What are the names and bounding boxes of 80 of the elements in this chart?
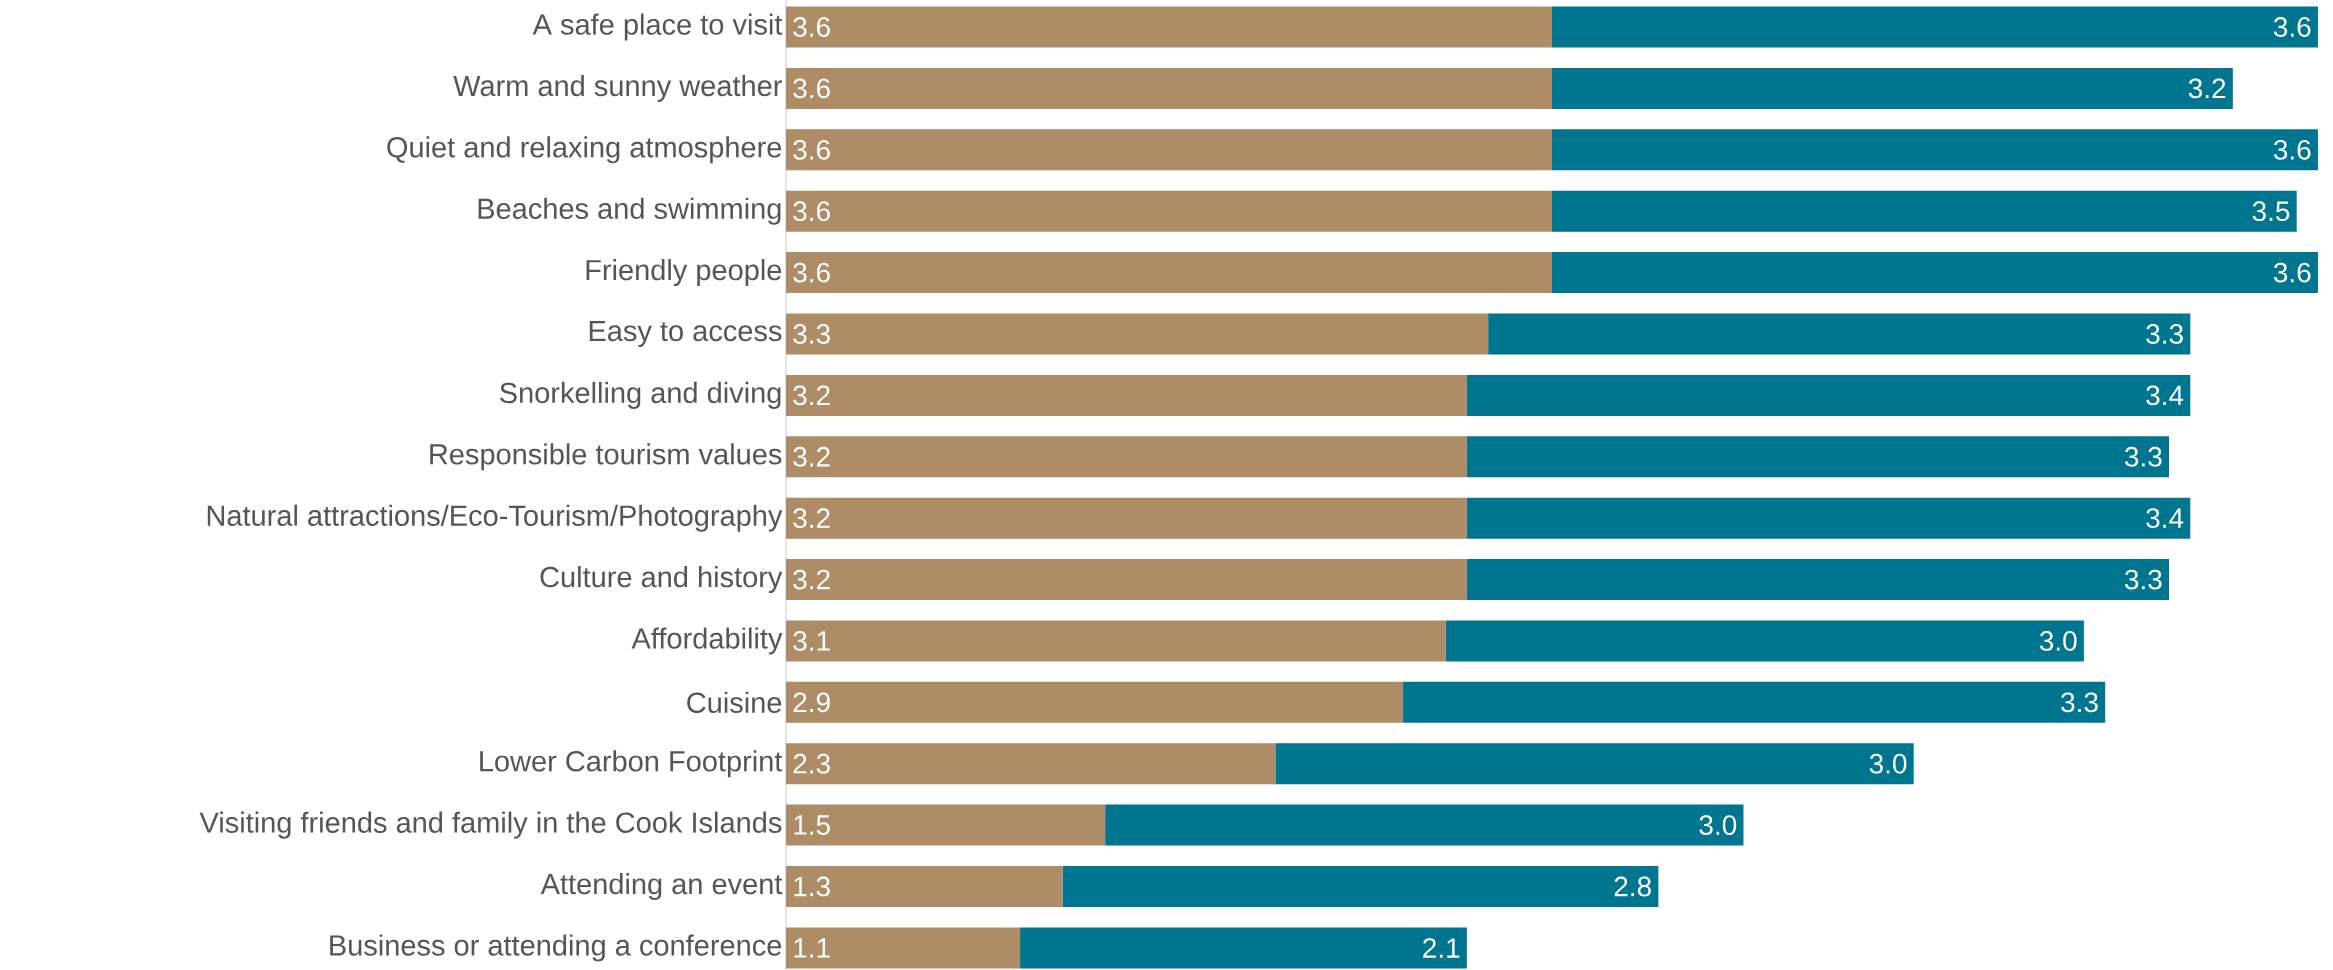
bar bbox=[786, 866, 1063, 908]
bar bbox=[1551, 129, 2318, 171]
data-label: 1.1 bbox=[794, 938, 830, 958]
bar bbox=[1488, 313, 2191, 355]
data-label: 1.5 bbox=[794, 815, 830, 835]
bar bbox=[1551, 67, 2233, 109]
y-tick-label: Affordability bbox=[631, 627, 783, 655]
data-label: 3.6 bbox=[793, 262, 830, 283]
y-tick-label: Easy to access bbox=[589, 321, 782, 347]
bar bbox=[786, 743, 1276, 785]
bar bbox=[1062, 866, 1659, 908]
y-tick-label: Responsible tourism values bbox=[430, 443, 782, 471]
data-label: 3.2 bbox=[793, 569, 830, 590]
data-label: 3.0 bbox=[2039, 631, 2077, 651]
data-label: 3.3 bbox=[2061, 692, 2098, 713]
bar bbox=[1403, 681, 2106, 723]
bar bbox=[786, 313, 1489, 355]
data-label: 3.2 bbox=[793, 385, 830, 406]
bar bbox=[786, 129, 1552, 171]
data-label: 2.1 bbox=[1423, 938, 1460, 958]
y-tick-label: Warm and sunny weather bbox=[453, 74, 782, 102]
y-tick-label: Snorkelling and diving bbox=[500, 381, 781, 409]
bar bbox=[786, 436, 1467, 478]
data-label: 2.3 bbox=[793, 753, 830, 774]
data-label: 3.3 bbox=[2146, 324, 2183, 344]
data-label: 3.4 bbox=[2146, 385, 2184, 406]
bar bbox=[1020, 927, 1467, 969]
y-tick-label: A safe place to visit bbox=[532, 13, 783, 41]
data-label: 3.3 bbox=[2124, 569, 2162, 590]
y-tick-label: Visiting friends and family in the Cook Islands bbox=[199, 811, 782, 839]
data-label: 3.6 bbox=[793, 17, 830, 37]
data-label: 3.2 bbox=[793, 508, 830, 529]
bar bbox=[1466, 436, 2170, 478]
data-label: 3.1 bbox=[793, 631, 830, 651]
bar bbox=[1551, 6, 2318, 48]
data-label: 3.4 bbox=[2146, 508, 2184, 529]
bar bbox=[786, 559, 1467, 601]
y-tick-label: Culture and history bbox=[540, 566, 783, 594]
bar bbox=[786, 252, 1552, 294]
bar bbox=[786, 497, 1467, 539]
data-label: 3.3 bbox=[2124, 446, 2162, 467]
y-tick-label: Quiet and relaxing atmosphere bbox=[387, 136, 782, 164]
y-tick-label: Cuisine bbox=[687, 691, 782, 713]
bar bbox=[786, 374, 1467, 416]
data-label: 3.6 bbox=[793, 139, 830, 160]
data-label: 2.9 bbox=[793, 692, 830, 713]
bar bbox=[1445, 620, 2084, 662]
data-label: 3.3 bbox=[793, 324, 830, 344]
bar bbox=[786, 927, 1021, 969]
y-tick-label: Attending an event bbox=[540, 873, 783, 901]
y-tick-label: Lower Carbon Footprint bbox=[480, 750, 783, 778]
y-tick-label: Beaches and swimming bbox=[478, 197, 781, 225]
bar bbox=[786, 6, 1552, 48]
bar bbox=[786, 190, 1552, 232]
bar bbox=[1466, 559, 2170, 601]
data-label: 3.6 bbox=[2273, 262, 2311, 283]
bar bbox=[1275, 743, 1914, 785]
bar bbox=[786, 67, 1552, 109]
bar bbox=[786, 681, 1404, 723]
y-tick-label: Friendly people bbox=[586, 259, 782, 287]
bar bbox=[1105, 804, 1744, 846]
data-label: 2.8 bbox=[1614, 876, 1651, 897]
bar bbox=[1466, 497, 2191, 539]
data-label: 3.6 bbox=[2273, 17, 2311, 37]
data-label: 3.0 bbox=[1869, 753, 1907, 774]
data-label: 3.2 bbox=[2188, 78, 2226, 99]
data-label: 1.3 bbox=[794, 876, 830, 897]
data-label: 3.2 bbox=[793, 446, 830, 467]
bar bbox=[786, 620, 1446, 662]
data-label: 3.5 bbox=[2252, 201, 2290, 222]
data-label: 3.6 bbox=[793, 201, 830, 222]
data-label: 3.0 bbox=[1699, 815, 1737, 836]
bar bbox=[1551, 190, 2297, 232]
y-tick-label: Business or attending a conference bbox=[330, 934, 782, 962]
data-label: 3.6 bbox=[2273, 139, 2311, 160]
data-label: 3.6 bbox=[793, 78, 830, 99]
bar bbox=[1466, 374, 2191, 416]
y-tick-label: Natural attractions/Eco-Tourism/Photography bbox=[207, 504, 783, 532]
bar bbox=[1551, 252, 2318, 294]
bar bbox=[786, 804, 1106, 846]
